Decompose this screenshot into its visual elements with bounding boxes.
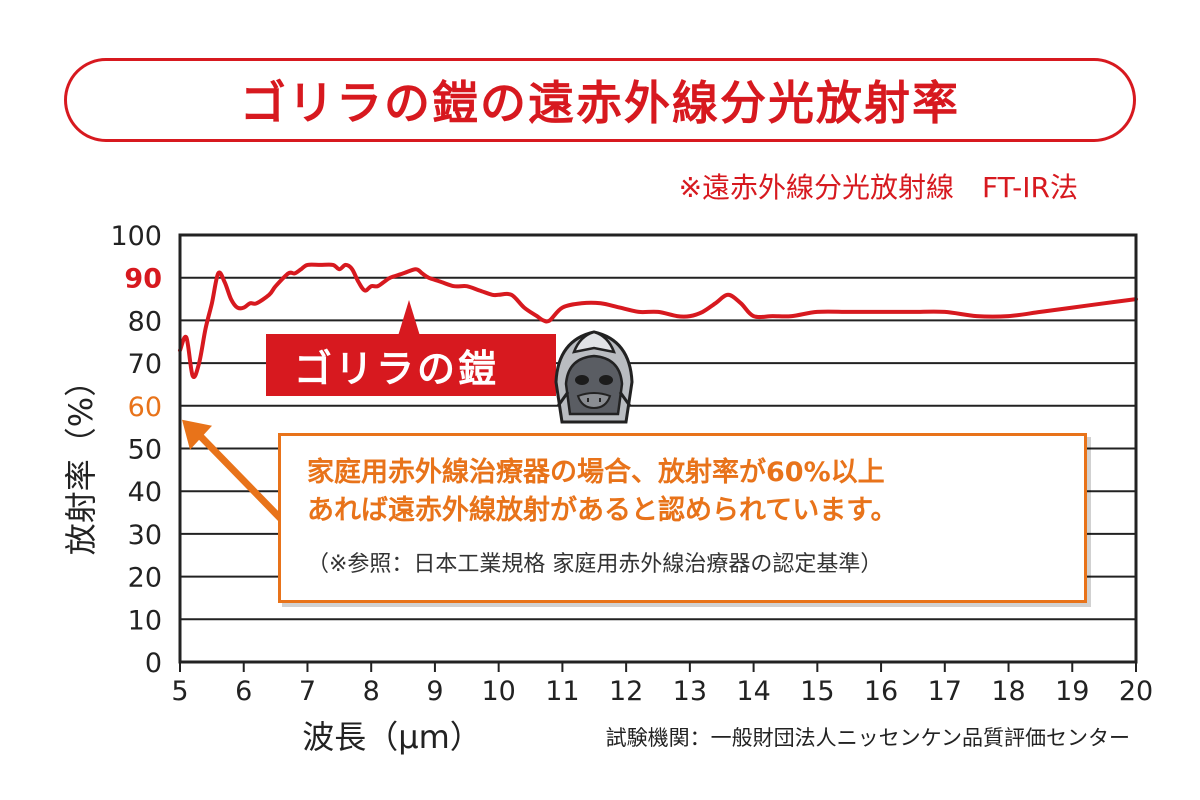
- y-tick-labels: 0 10 20 30 40 50 60 70 80 90 100: [110, 221, 162, 679]
- y-tick-label: 30: [128, 520, 162, 551]
- x-tick-label: 9: [426, 676, 443, 707]
- x-tick-label: 18: [991, 676, 1025, 707]
- note-reference: （※参照：日本工業規格 家庭用赤外線治療器の認定基準）: [307, 552, 883, 577]
- x-tick-label: 17: [928, 676, 962, 707]
- y-tick-label: 100: [110, 221, 162, 252]
- x-tick-label: 14: [736, 676, 770, 707]
- gorilla-mascot-icon: [554, 330, 634, 424]
- testing-institution: 試験機関：一般財団法人ニッセンケン品質評価センター: [606, 726, 1130, 750]
- x-tick-label: 10: [481, 676, 515, 707]
- x-tick-labels: 5 6 7 8 9 10 11 12 13 14 15 16 17 18 19 20: [171, 676, 1153, 707]
- y-tick-label: 50: [128, 435, 162, 466]
- y-axis-label: 放射率（%）: [62, 365, 100, 555]
- x-tick-label: 8: [363, 676, 380, 707]
- threshold-arrow-head: [182, 419, 212, 450]
- chart-title: ゴリラの鎧の遠赤外線分光放射率: [240, 76, 960, 130]
- note-callout: 家庭用赤外線治療器の場合、放射率が60%以上 あれば遠赤外線放射があると認められ…: [278, 433, 1087, 603]
- x-tick-label: 6: [235, 676, 252, 707]
- series-tag: ゴリラの鎧: [266, 334, 556, 396]
- x-tick-label: 11: [545, 676, 579, 707]
- x-tick-label: 13: [673, 676, 707, 707]
- chart-subtitle: ※遠赤外線分光放射線 FT-IR法: [678, 171, 1078, 204]
- y-tick-label: 80: [128, 306, 162, 337]
- y-tick-label: 70: [128, 349, 162, 380]
- threshold-arrow-shaft: [197, 433, 285, 523]
- plot-frame: [178, 233, 1138, 672]
- y-tick-label: 40: [128, 477, 162, 508]
- y-tick-label: 90: [124, 264, 162, 295]
- series-line: [178, 262, 1138, 379]
- x-tick-label: 15: [800, 676, 834, 707]
- x-tick-label: 16: [864, 676, 898, 707]
- x-tick-label: 20: [1119, 676, 1153, 707]
- note-line-1: 家庭用赤外線治療器の場合、放射率が60%以上: [307, 457, 885, 488]
- series-tag-pointer: [398, 300, 420, 336]
- x-tick-label: 7: [299, 676, 316, 707]
- x-tick-label: 19: [1055, 676, 1089, 707]
- x-tick-label: 5: [171, 676, 188, 707]
- y-tick-label: 60: [128, 392, 162, 423]
- series-layer: [178, 262, 1138, 379]
- note-line-2: あれば遠赤外線放射があると認められています。: [307, 495, 898, 526]
- y-tick-label: 20: [128, 563, 162, 594]
- threshold-arrow: [182, 419, 285, 523]
- y-tick-label: 10: [128, 605, 162, 636]
- title-banner: ゴリラの鎧の遠赤外線分光放射率: [64, 58, 1136, 142]
- x-axis-label: 波長（μm）: [302, 718, 482, 756]
- y-tick-label: 0: [145, 648, 162, 679]
- x-tick-label: 12: [609, 676, 643, 707]
- plot-border: [178, 233, 1138, 664]
- series-tag-label: ゴリラの鎧: [294, 346, 500, 391]
